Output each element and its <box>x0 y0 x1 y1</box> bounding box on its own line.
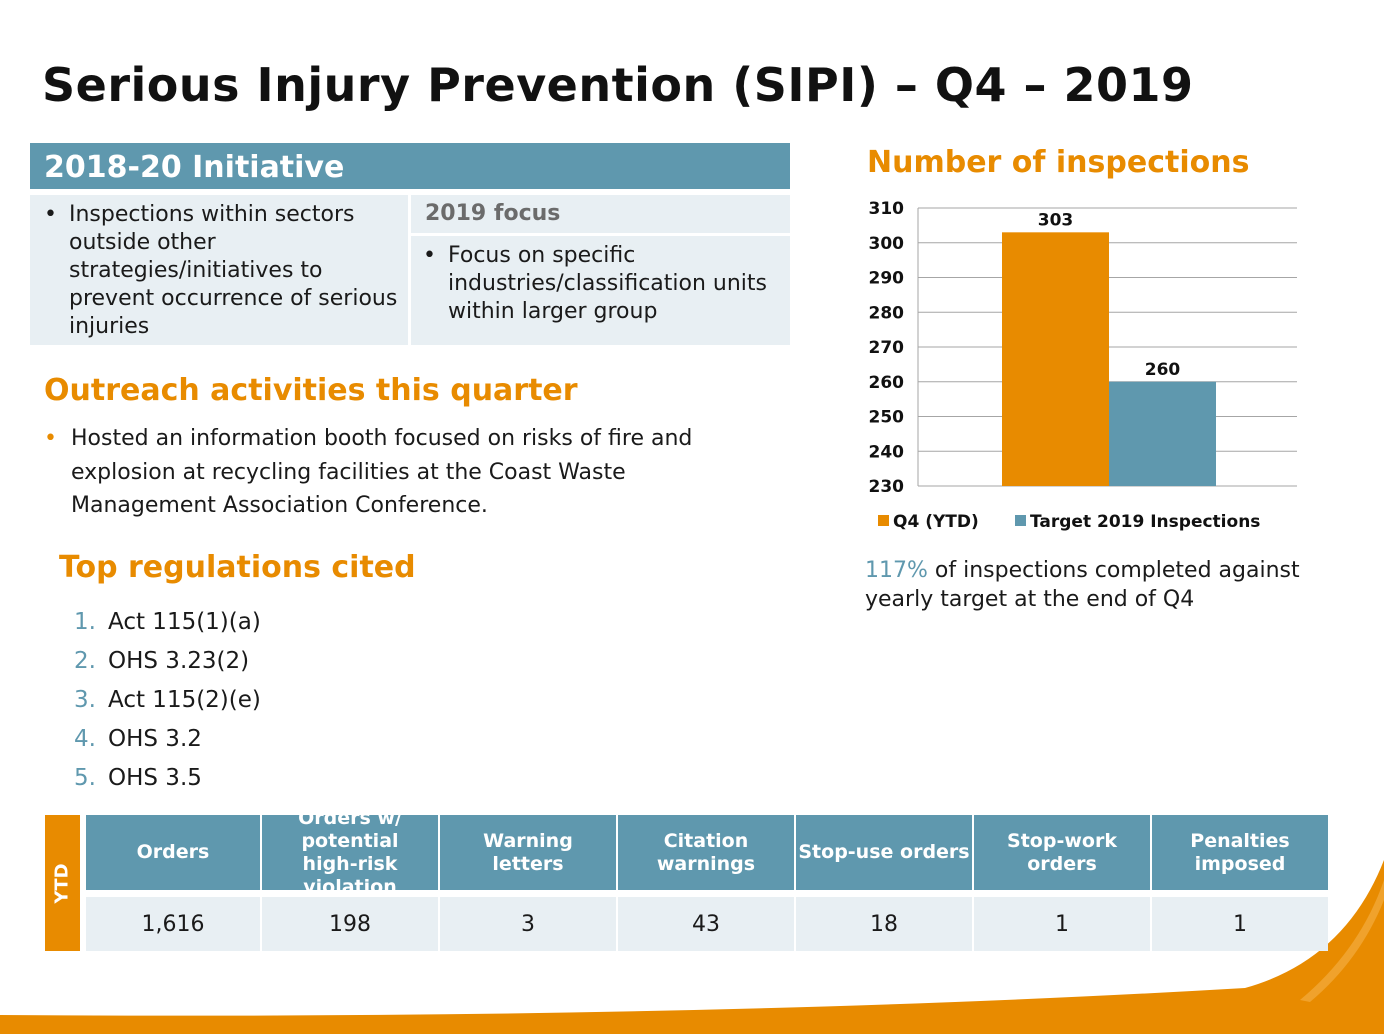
list-item: 5. OHS 3.5 <box>74 765 202 791</box>
legend-swatch <box>878 515 889 526</box>
y-tick-label: 270 <box>869 338 905 358</box>
initiative-description: • Inspections within sectors outside othe… <box>30 195 408 345</box>
regulations-heading: Top regulations cited <box>59 550 416 585</box>
initiative-header: 2018-20 Initiative <box>30 143 790 189</box>
y-tick-label: 280 <box>869 303 905 323</box>
cell-orders-high-risk: 198 <box>262 897 438 951</box>
data-label: 260 <box>1145 360 1181 380</box>
cell-warning-letters: 3 <box>440 897 616 951</box>
column-header-orders: Orders <box>86 815 260 890</box>
column-header-penalties-imposed: Penalties imposed <box>1152 815 1328 890</box>
column-header-warning-letters: Warning letters <box>440 815 616 890</box>
data-label: 303 <box>1038 210 1074 230</box>
column-header-stop-use-orders: Stop-use orders <box>796 815 972 890</box>
cell-orders: 1,616 <box>86 897 260 951</box>
y-tick-label: 240 <box>869 442 905 462</box>
column-header-orders-high-risk: Orders w/ potential high-risk violation <box>262 807 438 898</box>
bullet-icon: • <box>44 202 57 227</box>
y-tick-label: 300 <box>869 234 905 254</box>
completion-text: of inspections completed against yearly … <box>865 558 1300 612</box>
ytd-label: YTD <box>52 862 74 904</box>
regulations-list: 1. Act 115(1)(a) 2. OHS 3.23(2) 3. Act 115(… <box>74 603 261 798</box>
completion-stat: 117% of inspections completed against ye… <box>865 556 1335 614</box>
legend-swatch <box>1015 515 1026 526</box>
y-tick-label: 230 <box>869 477 905 497</box>
y-tick-label: 310 <box>869 199 905 219</box>
initiative-bullet-text: Inspections within sectors outside other… <box>69 202 398 339</box>
inspections-bar-chart: 310 300 290 280 270 260 250 240 230 303 260 Q4 (YTD… <box>869 199 1297 532</box>
list-item: 3. Act 115(2)(e) <box>74 687 261 713</box>
bar-target <box>1109 381 1216 486</box>
list-item: 4. OHS 3.2 <box>74 726 202 752</box>
outreach-content: • Hosted an information booth focused on … <box>44 422 764 523</box>
list-item: 2. OHS 3.23(2) <box>74 648 250 674</box>
focus-header: 2019 focus <box>411 195 790 233</box>
bar-q4-ytd <box>1002 232 1109 486</box>
legend-entry: Q4 (YTD) <box>893 512 979 532</box>
y-tick-label: 260 <box>869 373 905 393</box>
column-header-stop-work-orders: Stop-work orders <box>974 815 1150 890</box>
focus-description: • Focus on specific industries/classifica… <box>411 236 790 345</box>
cell-penalties-imposed: 1 <box>1152 897 1328 951</box>
cell-citation-warnings: 43 <box>618 897 794 951</box>
cell-stop-work-orders: 1 <box>974 897 1150 951</box>
page-title: Serious Injury Prevention (SIPI) – Q4 – … <box>42 58 1194 112</box>
chart-title: Number of inspections <box>867 145 1250 180</box>
cell-stop-use-orders: 18 <box>796 897 972 951</box>
ytd-side-bar <box>45 815 80 951</box>
focus-bullet-text: Focus on specific industries/classificat… <box>448 243 767 324</box>
completion-percent: 117% <box>865 558 928 583</box>
outreach-heading: Outreach activities this quarter <box>44 373 578 408</box>
column-header-citation-warnings: Citation warnings <box>618 815 794 890</box>
legend-entry: Target 2019 Inspections <box>1030 512 1260 532</box>
list-item: 1. Act 115(1)(a) <box>74 609 261 635</box>
outreach-bullet-text: Hosted an information booth focused on r… <box>71 426 693 518</box>
y-tick-label: 290 <box>869 269 905 289</box>
y-tick-label: 250 <box>869 408 905 428</box>
bullet-icon: • <box>423 243 436 268</box>
bullet-icon: • <box>44 426 57 451</box>
